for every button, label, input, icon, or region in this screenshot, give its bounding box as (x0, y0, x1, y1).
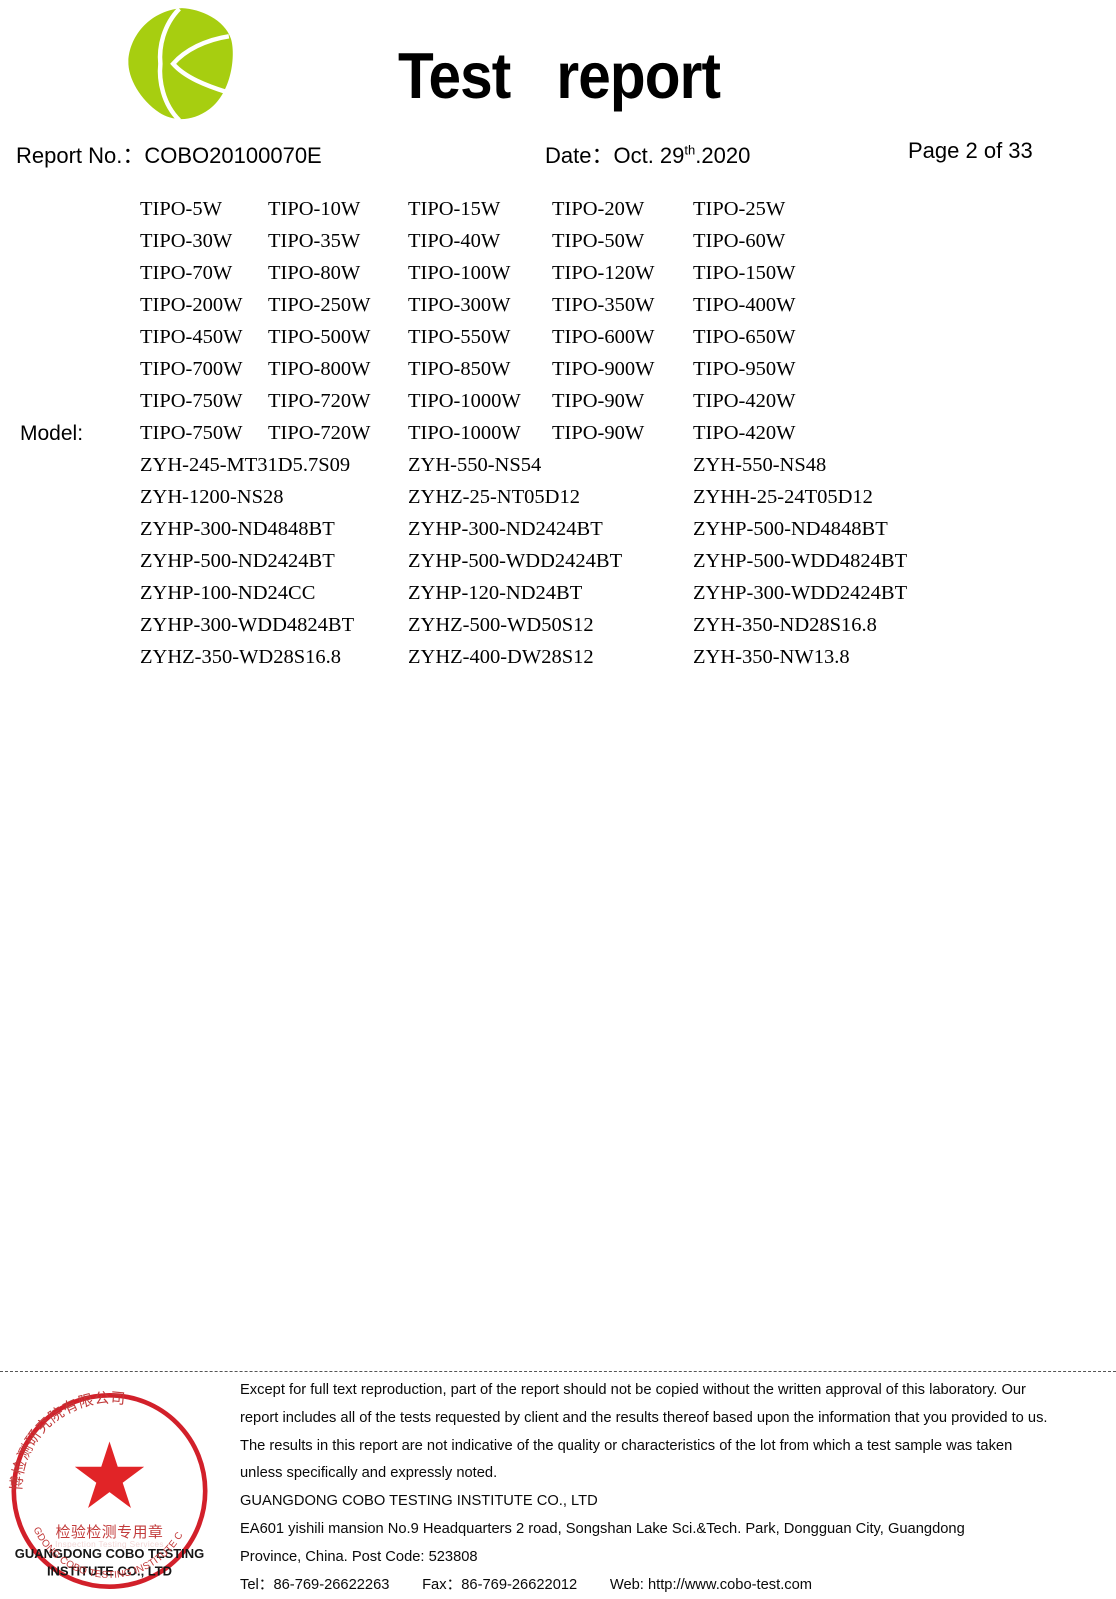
svg-text:检验检测专用章: 检验检测专用章 (56, 1523, 164, 1541)
